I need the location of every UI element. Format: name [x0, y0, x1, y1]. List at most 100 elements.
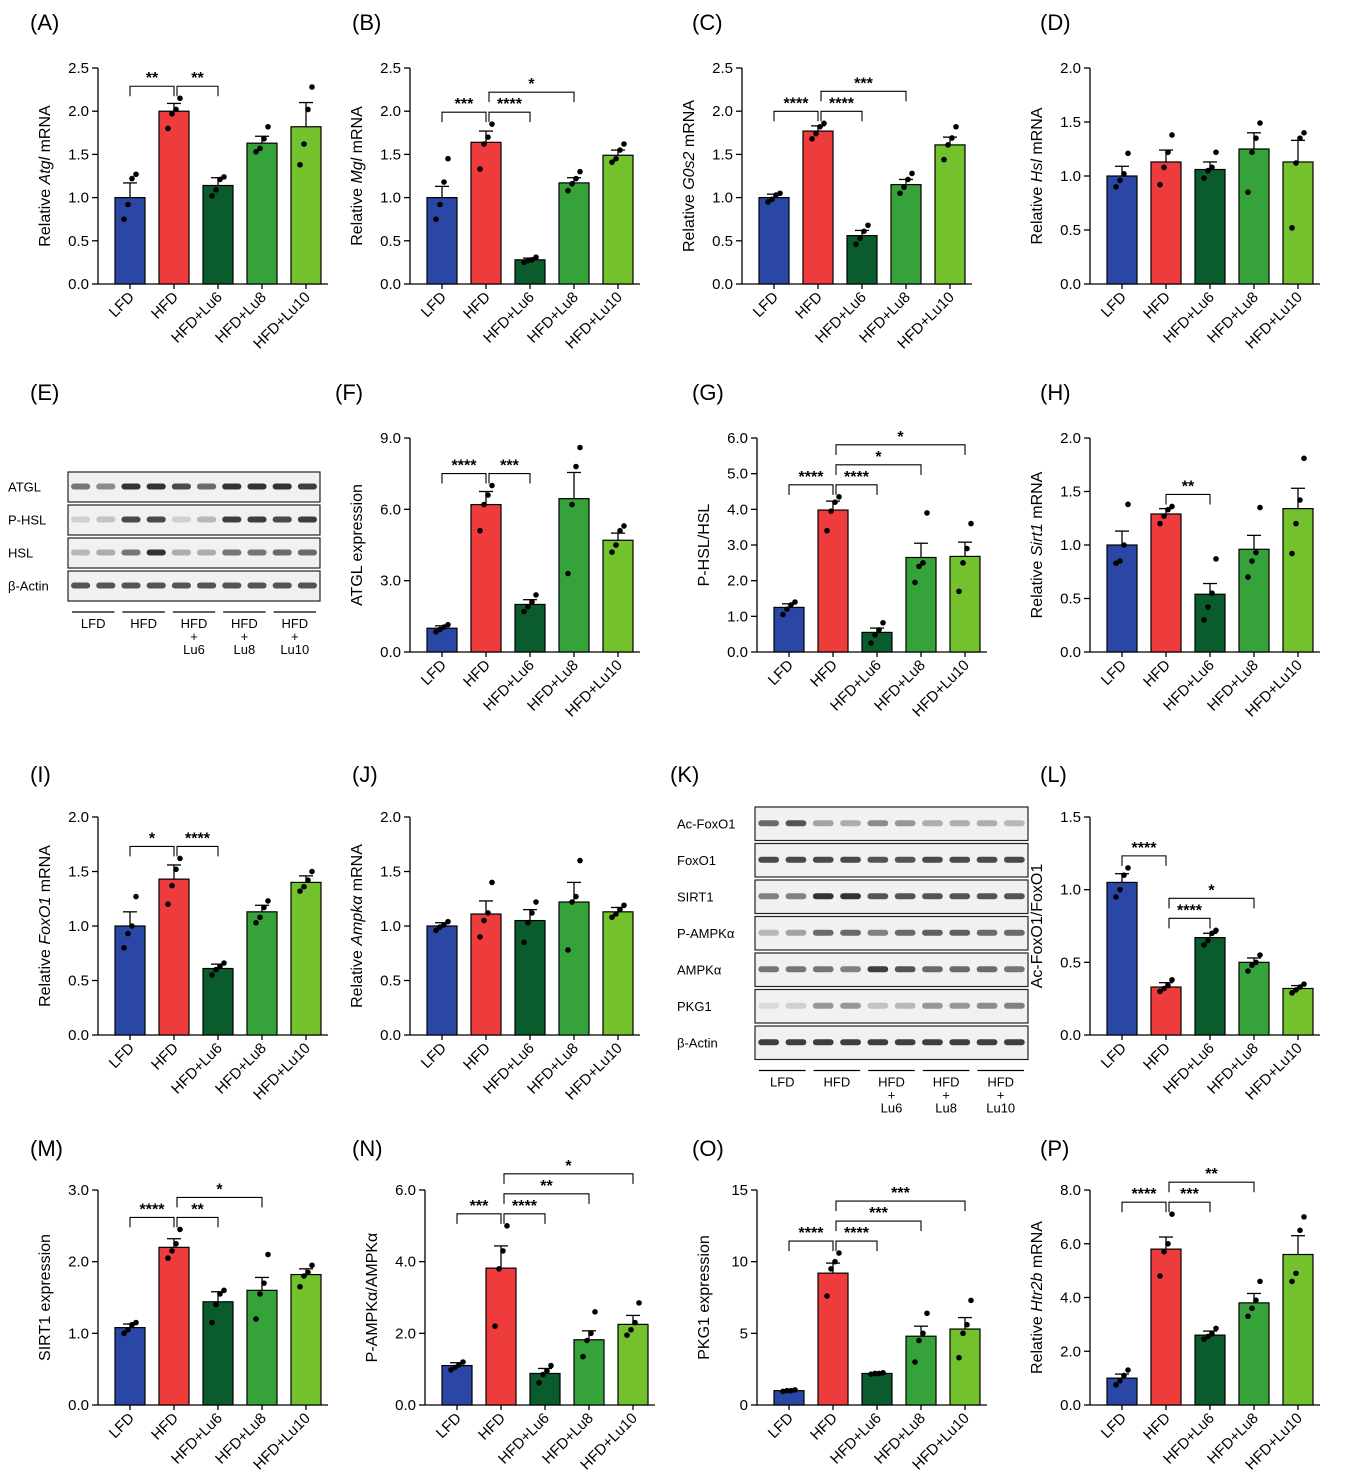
data-point — [1297, 497, 1303, 503]
data-point — [129, 175, 135, 182]
lane-group-label: HFD — [878, 1075, 905, 1090]
lane-group-label: HFD — [281, 616, 308, 631]
panel-label-f: (F) — [335, 380, 363, 405]
blot-band — [949, 929, 971, 936]
bar-hfd-lu6 — [1194, 1334, 1226, 1406]
data-point — [1257, 1278, 1263, 1285]
data-point — [617, 527, 623, 534]
significance-label: ** — [146, 70, 159, 87]
lane-group-label: Lu6 — [881, 1101, 903, 1116]
blot-band — [949, 1039, 971, 1046]
data-point — [1249, 962, 1255, 969]
significance-label: **** — [829, 95, 855, 112]
x-tick-label: HFD — [460, 1040, 494, 1074]
y-axis-label: P-HSL/HSL — [696, 504, 713, 587]
bar-hfd-lu8 — [558, 182, 590, 285]
y-axis-label: Relative Mgl mRNA — [349, 106, 366, 246]
data-point — [953, 123, 959, 130]
significance-bracket — [835, 484, 878, 495]
data-point — [485, 492, 491, 498]
data-point — [577, 168, 583, 175]
data-point — [912, 579, 918, 586]
blot-band — [976, 856, 998, 863]
data-point — [945, 142, 951, 148]
data-point — [221, 1287, 227, 1294]
y-tick-label: 0.5 — [1060, 222, 1081, 239]
blot-band — [840, 820, 861, 827]
bar-hfd-lu8 — [573, 1339, 605, 1406]
blot-protein-label: ATGL — [8, 480, 41, 495]
bar-hfd-lu10 — [1282, 1253, 1314, 1406]
x-tick-label: HFD — [148, 289, 182, 323]
blot-band — [785, 1002, 807, 1009]
data-point — [809, 136, 815, 142]
data-point — [544, 1368, 550, 1374]
data-point — [573, 463, 579, 470]
data-point — [1117, 1378, 1123, 1384]
blot-band — [222, 516, 242, 523]
y-tick-label: 0.0 — [68, 276, 89, 293]
bar-hfd-lu6 — [861, 1372, 893, 1406]
significance-label: **** — [844, 1225, 870, 1242]
significance-bracket — [820, 110, 863, 122]
data-point — [1297, 135, 1303, 141]
panel-label-g: (G) — [692, 380, 724, 405]
blot-band — [976, 1039, 998, 1046]
y-tick-label: 10 — [731, 1254, 748, 1271]
blot-band — [96, 483, 116, 490]
data-point — [1257, 120, 1263, 126]
bar-hfd-lu6 — [1194, 168, 1226, 285]
lane-group-label: + — [291, 629, 299, 644]
data-point — [1301, 130, 1307, 136]
x-tick-label: LFD — [750, 289, 782, 321]
data-point — [477, 527, 483, 534]
data-point — [632, 1319, 638, 1326]
significance-bracket — [441, 111, 487, 123]
y-tick-label: 1.5 — [380, 146, 401, 163]
significance-bracket — [835, 444, 966, 455]
lane-group-label: + — [241, 629, 249, 644]
data-point — [1293, 160, 1299, 166]
data-point — [897, 190, 903, 197]
panel-label-n: (N) — [352, 1136, 383, 1161]
data-point — [540, 1371, 546, 1378]
data-point — [173, 1240, 179, 1247]
blot-protein-label: PKG1 — [677, 999, 712, 1014]
data-point — [577, 857, 583, 864]
data-point — [577, 444, 583, 451]
data-point — [941, 156, 947, 163]
x-tick-label: LFD — [418, 657, 450, 689]
y-tick-label: 0.0 — [1060, 644, 1081, 661]
data-point — [1157, 1273, 1163, 1279]
data-point — [1161, 985, 1167, 992]
y-axis-label: Relative Hsl mRNA — [1029, 107, 1046, 244]
data-point — [1289, 1278, 1295, 1285]
blot-band — [922, 1039, 943, 1046]
y-tick-label: 2.0 — [380, 103, 401, 120]
data-point — [177, 1226, 183, 1233]
y-axis-label-text: ATGL expression — [349, 484, 366, 606]
data-point — [1253, 549, 1259, 556]
y-tick-label: 2.0 — [1060, 60, 1081, 77]
blot-band — [96, 582, 116, 589]
blot-band — [922, 893, 943, 900]
data-point — [872, 1370, 878, 1377]
data-point — [265, 123, 271, 130]
significance-label: *** — [1180, 1186, 1199, 1203]
y-tick-label: 1.5 — [68, 146, 89, 163]
data-point — [1169, 976, 1175, 983]
significance-label: * — [1208, 882, 1215, 899]
data-point — [569, 501, 575, 508]
blot-band — [949, 820, 971, 827]
y-tick-label: 1.0 — [68, 1325, 89, 1342]
data-point — [1213, 556, 1219, 562]
data-point — [609, 159, 615, 165]
x-tick-label: LFD — [1098, 657, 1130, 689]
data-point — [1301, 981, 1307, 987]
data-point — [1209, 930, 1215, 937]
y-axis-label-unit: mRNA — [37, 105, 54, 157]
y-axis-label-unit: mRNA — [1029, 1221, 1046, 1273]
blot-band — [867, 929, 889, 936]
x-tick-label: LFD — [106, 289, 138, 321]
bar-hfd — [817, 509, 849, 653]
